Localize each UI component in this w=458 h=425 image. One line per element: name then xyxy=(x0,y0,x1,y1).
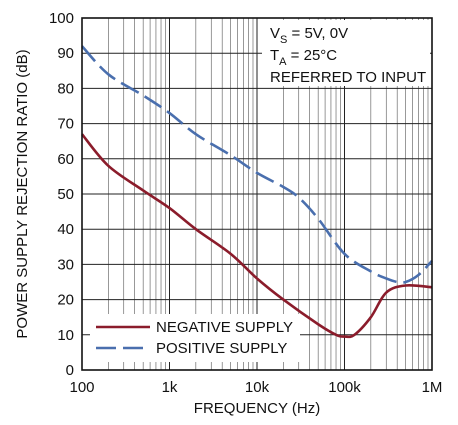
x-tick-label: 100 xyxy=(69,379,94,396)
y-tick-label: 20 xyxy=(57,292,74,309)
y-tick-label: 100 xyxy=(49,10,74,27)
annotation-line: REFERRED TO INPUT xyxy=(270,69,426,86)
legend: NEGATIVE SUPPLY POSITIVE SUPPLY xyxy=(90,314,300,362)
x-tick-label: 10k xyxy=(245,379,270,396)
y-tick-label: 0 xyxy=(66,362,74,379)
legend-background xyxy=(90,314,300,362)
y-tick-label: 30 xyxy=(57,256,74,273)
grid-lines xyxy=(82,18,432,370)
y-tick-label: 80 xyxy=(57,80,74,97)
series-lines xyxy=(80,45,433,339)
x-tick-labels: 100 1k 10k 100k 1M xyxy=(69,379,442,396)
legend-label: NEGATIVE SUPPLY xyxy=(156,319,293,336)
y-tick-label: 60 xyxy=(57,151,74,168)
y-tick-label: 40 xyxy=(57,221,74,238)
annotation-background xyxy=(262,20,430,86)
x-tick-label: 1k xyxy=(162,379,178,396)
plot-frame xyxy=(81,17,433,371)
legend-label: POSITIVE SUPPLY xyxy=(156,340,287,357)
series-line-negative-supply xyxy=(80,133,433,339)
y-tick-label: 70 xyxy=(57,116,74,133)
x-axis-label: FREQUENCY (Hz) xyxy=(194,400,320,417)
x-tick-label: 100k xyxy=(328,379,361,396)
y-tick-label: 50 xyxy=(57,186,74,203)
y-tick-label: 10 xyxy=(57,327,74,344)
y-tick-label: 90 xyxy=(57,45,74,62)
x-tick-label: 1M xyxy=(422,379,443,396)
annotation-line: VS = 5V, 0V xyxy=(270,25,348,46)
y-tick-labels: 0 10 20 30 40 50 60 70 80 90 100 xyxy=(49,10,74,379)
y-axis-label: POWER SUPPLY REJECTION RATIO (dB) xyxy=(14,49,31,338)
annotation-line: TA = 25°C xyxy=(270,47,337,68)
